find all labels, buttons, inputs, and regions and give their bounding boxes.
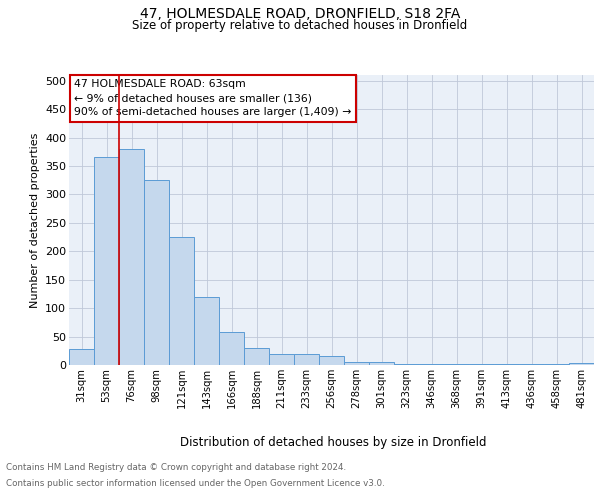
Bar: [319, 356, 344, 365]
Text: Size of property relative to detached houses in Dronfield: Size of property relative to detached ho…: [133, 18, 467, 32]
Bar: [444, 364, 469, 365]
Bar: [119, 149, 144, 365]
Text: 47 HOLMESDALE ROAD: 63sqm
← 9% of detached houses are smaller (136)
90% of semi-: 47 HOLMESDALE ROAD: 63sqm ← 9% of detach…: [74, 80, 352, 118]
Bar: [419, 364, 444, 365]
Bar: [344, 362, 369, 365]
Bar: [169, 237, 194, 365]
Bar: [144, 180, 169, 365]
Text: 47, HOLMESDALE ROAD, DRONFIELD, S18 2FA: 47, HOLMESDALE ROAD, DRONFIELD, S18 2FA: [140, 8, 460, 22]
Bar: [69, 349, 94, 365]
Text: Contains public sector information licensed under the Open Government Licence v3: Contains public sector information licen…: [6, 478, 385, 488]
Text: Contains HM Land Registry data © Crown copyright and database right 2024.: Contains HM Land Registry data © Crown c…: [6, 464, 346, 472]
Bar: [494, 364, 519, 365]
Bar: [94, 158, 119, 365]
Bar: [369, 362, 394, 365]
Bar: [394, 364, 419, 365]
Bar: [544, 364, 569, 365]
Bar: [469, 364, 494, 365]
Text: Distribution of detached houses by size in Dronfield: Distribution of detached houses by size …: [180, 436, 486, 449]
Bar: [194, 297, 219, 365]
Bar: [569, 364, 594, 365]
Bar: [219, 332, 244, 365]
Bar: [294, 354, 319, 365]
Bar: [519, 364, 544, 365]
Bar: [269, 354, 294, 365]
Y-axis label: Number of detached properties: Number of detached properties: [29, 132, 40, 308]
Bar: [244, 348, 269, 365]
